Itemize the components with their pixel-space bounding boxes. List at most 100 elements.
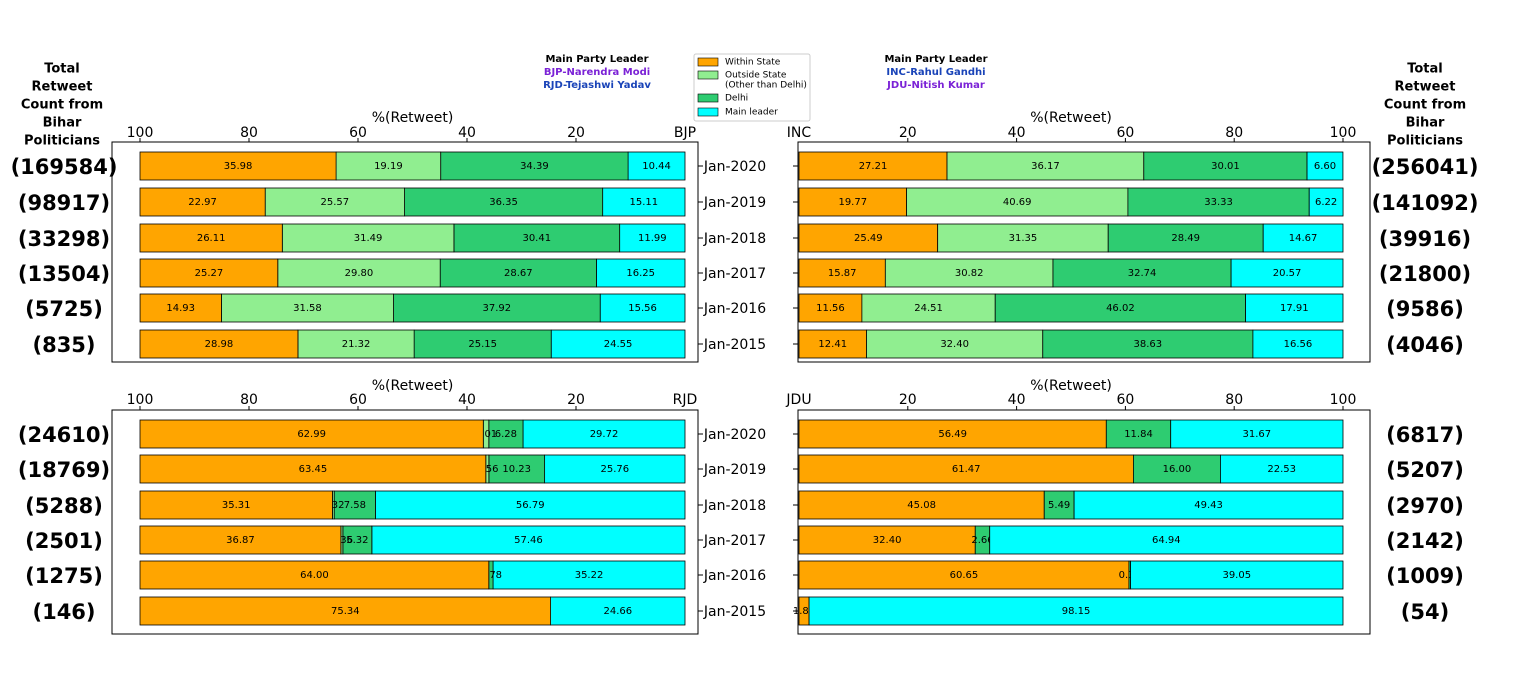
bar-main-leader xyxy=(602,187,686,217)
bar-value-label: 25.15 xyxy=(468,339,497,350)
tick-label: 40 xyxy=(458,392,476,408)
tick-label: 80 xyxy=(1225,125,1243,141)
party-label: JDU xyxy=(785,392,811,408)
bar-main-leader xyxy=(550,596,686,626)
bar-main-leader xyxy=(1252,329,1344,359)
bar-value-label: 0.30 xyxy=(1119,570,1141,581)
bar-within-state xyxy=(139,490,333,520)
legend-frame xyxy=(693,53,811,122)
bar-value-label: 5.49 xyxy=(1048,500,1070,511)
bar-within-state xyxy=(798,560,1130,590)
tick-label: 20 xyxy=(567,125,585,141)
bar-value-label: 75.34 xyxy=(331,606,360,617)
bar-delhi xyxy=(1043,490,1075,520)
bar-delhi xyxy=(440,151,629,181)
total-count: (6817) xyxy=(1386,423,1464,447)
total-count: (1275) xyxy=(25,564,103,588)
total-count: (5288) xyxy=(25,494,103,518)
bar-value-label: 16.56 xyxy=(1284,339,1313,350)
leader-heading: Main Party Leader xyxy=(884,54,987,65)
right-header-line: Total xyxy=(1407,62,1443,77)
bar-delhi xyxy=(439,258,597,288)
total-count: (169584) xyxy=(11,155,118,179)
bar-main-leader xyxy=(492,560,686,590)
bar-value-label: 46.02 xyxy=(1106,303,1135,314)
bar-main-leader xyxy=(1306,151,1344,181)
bar-value-label: 25.76 xyxy=(600,464,629,475)
bar-value-label: 49.43 xyxy=(1194,500,1223,511)
bar-value-label: 10.44 xyxy=(642,161,671,172)
bar-value-label: 15.11 xyxy=(630,197,659,208)
bar-outside-state xyxy=(281,223,455,253)
bar-within-state xyxy=(798,223,939,253)
bar-delhi xyxy=(404,187,604,217)
category-label: Jan-2019 xyxy=(703,195,766,211)
total-count: (2501) xyxy=(25,529,103,553)
total-count: (18769) xyxy=(18,458,110,482)
total-count: (835) xyxy=(32,333,95,357)
bar-value-label: 5.32 xyxy=(346,535,368,546)
panel-bjp: %(Retweet) 100 80 60 40 20 BJP 10.44 34.39 19.19 3… xyxy=(11,110,766,363)
axis-title: %(Retweet) xyxy=(372,378,454,394)
bar-value-label: 35.31 xyxy=(222,500,251,511)
right-header-line: Bihar xyxy=(1406,116,1445,131)
bar-value-label: 28.67 xyxy=(504,268,533,279)
bar-value-label: 40.69 xyxy=(1003,197,1032,208)
bar-within-state xyxy=(798,419,1107,449)
tick-label: 40 xyxy=(1008,125,1026,141)
axis-title: %(Retweet) xyxy=(1030,110,1112,126)
tick-label: 20 xyxy=(899,125,917,141)
bar-delhi xyxy=(1107,223,1264,253)
bar-within-state xyxy=(798,187,907,217)
bar-value-label: 11.56 xyxy=(816,303,845,314)
panel-jdu: %(Retweet) 20 40 60 80 100 JDU 56.49 11.84 31.67 (… xyxy=(785,378,1464,635)
bar-value-label: 12.41 xyxy=(818,339,847,350)
axis-frame xyxy=(111,141,699,363)
bar-value-label: 35.98 xyxy=(224,161,253,172)
bar-value-label: 2.66 xyxy=(971,535,993,546)
leader-name: BJP-Narendra Modi xyxy=(544,67,650,78)
bar-within-state xyxy=(798,151,948,181)
bar-value-label: 45.08 xyxy=(907,500,936,511)
tick-label: 40 xyxy=(458,125,476,141)
bar-outside-state xyxy=(264,187,405,217)
leader-name: JDU-Nitish Kumar xyxy=(886,80,985,91)
bar-value-label: 31.49 xyxy=(354,233,383,244)
bar-value-label: 31.35 xyxy=(1009,233,1038,244)
bar-delhi xyxy=(342,525,373,555)
bar-delhi xyxy=(453,223,621,253)
bar-within-state xyxy=(139,419,484,449)
axis-frame xyxy=(111,409,699,635)
left-header-line: Count from xyxy=(21,98,103,113)
bar-value-label: 14.93 xyxy=(166,303,195,314)
left-header-line: Total xyxy=(44,62,80,77)
total-count: (24610) xyxy=(18,423,110,447)
total-count: (5725) xyxy=(25,297,103,321)
tick-label: 80 xyxy=(240,392,258,408)
bar-within-state xyxy=(798,525,976,555)
bar-value-label: 6.60 xyxy=(1314,161,1336,172)
right-header-line: Retweet xyxy=(1395,80,1456,95)
bar-value-label: 14.67 xyxy=(1289,233,1318,244)
left-header-line: Bihar xyxy=(43,116,82,131)
bar-value-label: 22.97 xyxy=(188,197,217,208)
bar-value-label: 25.57 xyxy=(321,197,350,208)
bar-value-label: 27.21 xyxy=(859,161,888,172)
legend-swatch xyxy=(697,70,719,80)
tick-label: 20 xyxy=(567,392,585,408)
bar-delhi xyxy=(333,490,376,520)
total-count: (5207) xyxy=(1386,458,1464,482)
bar-within-state xyxy=(139,525,342,555)
bar-value-label: 17.91 xyxy=(1280,303,1309,314)
bar-value-label: 0.56 xyxy=(476,464,498,475)
bar-within-state xyxy=(139,560,490,590)
legend-label: Within State xyxy=(725,58,781,68)
bar-main-leader xyxy=(627,151,686,181)
bar-value-label: 24.51 xyxy=(914,303,943,314)
legend-label: (Other than Delhi) xyxy=(725,81,807,91)
bar-within-state xyxy=(139,258,279,288)
bar-main-leader xyxy=(371,525,686,555)
category-label: Jan-2017 xyxy=(703,266,766,282)
bar-value-label: 57.46 xyxy=(514,535,543,546)
bar-within-state xyxy=(139,454,487,484)
